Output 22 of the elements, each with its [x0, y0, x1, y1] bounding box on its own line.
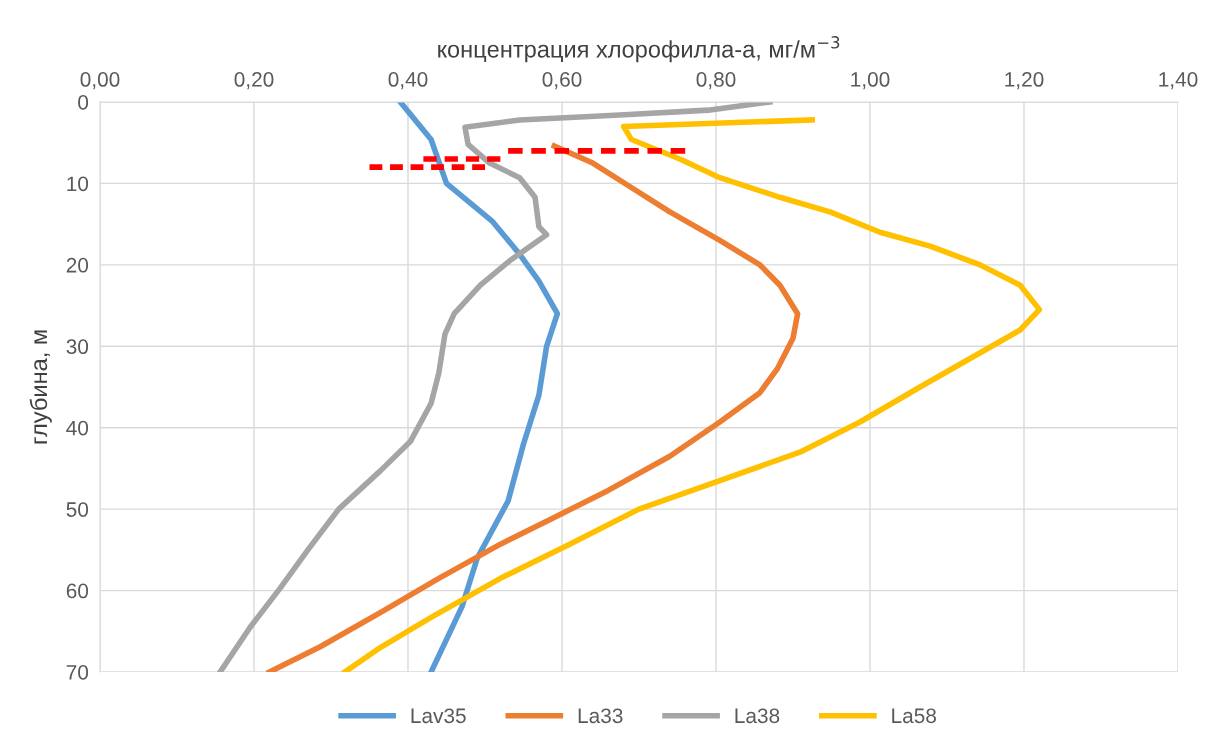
y-tick-label: 60	[66, 583, 89, 599]
legend-label: La33	[578, 708, 623, 724]
legend-label: La38	[735, 708, 780, 724]
x-tick-label: 1,40	[1159, 72, 1198, 90]
y-tick-label: 30	[66, 339, 89, 355]
y-tick-label: 10	[67, 176, 89, 192]
y-tick-label: 40	[66, 420, 89, 436]
x-tick-label: 1,00	[851, 72, 890, 90]
x-tick-label: 1,20	[1005, 72, 1044, 90]
y-tick-label: 20	[66, 257, 89, 273]
x-tick-label: 0,60	[542, 72, 582, 90]
legend-label: Lav35	[411, 708, 466, 724]
x-tick-label: 0,20	[234, 72, 274, 90]
y-tick-label: 50	[66, 502, 89, 517]
legend-label: La58	[892, 708, 936, 724]
y-tick-label: 0	[78, 95, 89, 110]
x-axis-title: концентрация хлорофилла-а, мг/м$^{−3}$	[438, 36, 840, 63]
y-tick-label: 70	[66, 665, 89, 680]
y-axis-title: глубина, м	[29, 330, 52, 444]
x-tick-label: 0,80	[696, 72, 736, 90]
x-tick-label: 0,40	[388, 72, 428, 90]
x-tick-label: 0,00	[80, 72, 120, 90]
